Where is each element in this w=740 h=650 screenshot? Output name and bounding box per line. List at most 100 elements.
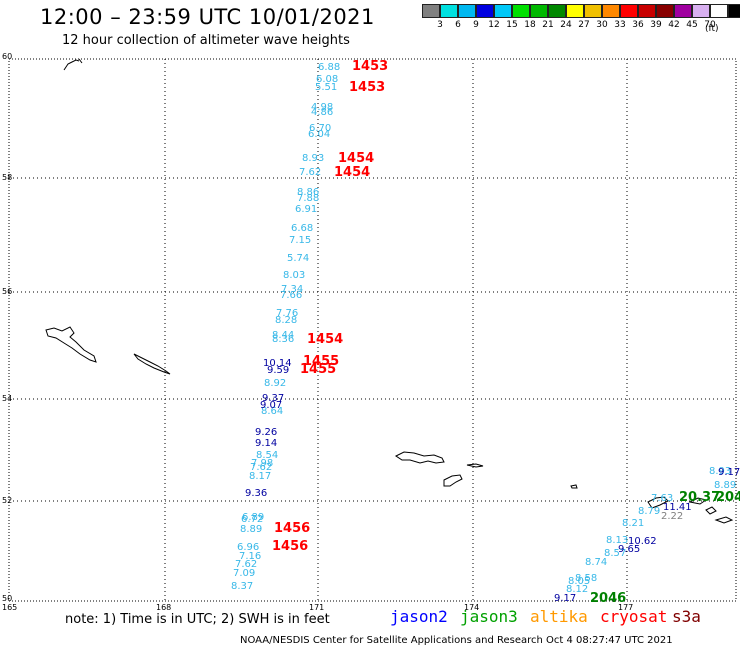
wave-label-jason3: 7.88 — [297, 193, 319, 204]
wave-label-jason3: 7.62 — [235, 559, 257, 570]
coastline-semichi-islands — [466, 463, 484, 468]
coastline-buldir-island — [570, 484, 578, 489]
wave-label-altika: 2046 — [590, 591, 626, 606]
wave-label-jason3: 7.63 — [651, 493, 673, 504]
wave-label-jason3: 7.66 — [280, 290, 302, 301]
wave-label-jason2: 11.41 — [663, 502, 692, 513]
color-scale-label: 24 — [560, 20, 572, 30]
wave-label-jason3: 8.03 — [283, 270, 305, 281]
color-scale-labels: 3 6 9 12 15 18 21 24 27 30 33 36 39 42 45 70 — [422, 18, 740, 32]
color-scale-box — [620, 4, 638, 18]
color-scale-box — [710, 4, 728, 18]
wave-label-jason3: 5.51 — [315, 82, 337, 93]
map-title: 12:00 – 23:59 UTC 10/01/2021 — [40, 5, 375, 29]
color-scale-label: 3 — [437, 20, 443, 30]
wave-label-cryosat: 1456 — [274, 521, 310, 536]
wave-label-jason3: 8.58 — [575, 573, 597, 584]
wave-label-jason2: 9.36 — [245, 488, 267, 499]
color-scale-box — [476, 4, 494, 18]
wave-label-jason3: 8.92 — [264, 378, 286, 389]
lat-label-58: 58 — [2, 173, 12, 182]
wave-label-jason3: 6.96 — [237, 542, 259, 553]
color-scale-box — [422, 4, 440, 18]
color-scale-box — [494, 4, 512, 18]
wave-label-jason2: 9.07 — [260, 400, 282, 411]
wave-label-jason3: 8.89 — [714, 480, 736, 491]
wave-label-jason3: 8.13 — [606, 535, 628, 546]
color-scale-label: 15 — [506, 20, 518, 30]
wave-label-jason3: 8.17 — [249, 471, 271, 482]
color-scale-box — [458, 4, 476, 18]
coastlines — [45, 58, 734, 524]
coastline-kamchatka — [63, 58, 83, 71]
color-scale-box — [638, 4, 656, 18]
legend-item-s3a: s3a — [672, 607, 701, 626]
wave-label-jason3: 8.79 — [638, 506, 660, 517]
wave-label-jason2: 9.37 — [262, 393, 284, 404]
color-scale-box — [602, 4, 620, 18]
lat-label-56: 56 — [2, 287, 12, 296]
wave-label-jason3: 6.08 — [316, 74, 338, 85]
wave-label-jason3: 7.34 — [281, 284, 303, 295]
wave-label-jason3: 8.89 — [240, 524, 262, 535]
wave-label-jason3: 7.98 — [251, 458, 273, 469]
wave-label-jason3: 7.76 — [276, 308, 298, 319]
wave-label-jason2: 10.62 — [628, 536, 657, 547]
wave-label-jason3: 8.36 — [272, 334, 294, 345]
lat-label-50: 50 — [2, 594, 12, 603]
wave-label-jason3: 6.91 — [295, 204, 317, 215]
lon-label-165: 165 — [2, 603, 17, 612]
wave-label-cryosat: 1454 — [334, 165, 370, 180]
map-frame — [8, 58, 737, 602]
color-scale-label: 9 — [473, 20, 479, 30]
wave-label-cryosat: 1456 — [272, 539, 308, 554]
wave-label-jason2: 9.14 — [255, 438, 277, 449]
wave-label-cryosat: 1455 — [300, 362, 336, 377]
wave-label-jason2: 10.14 — [263, 358, 292, 369]
wave-label-cryosat: 1453 — [352, 59, 388, 74]
axis-labels: 60 58 56 54 52 50 165 168 171 174 177 — [2, 52, 633, 612]
color-scale-label: 21 — [542, 20, 554, 30]
coastline-bering-island — [45, 326, 97, 363]
wave-label-jason3: 7.62 — [250, 462, 272, 473]
wave-label-jason2: 9.17 — [554, 593, 576, 604]
color-scale: 3 6 9 12 15 18 21 24 27 30 33 36 39 42 45 70 (ft) — [422, 4, 740, 34]
wave-label-jason3: 8.05 — [568, 576, 590, 587]
color-scale-label: 27 — [578, 20, 590, 30]
lon-label-177: 177 — [618, 603, 633, 612]
wave-label-jason3: 7.09 — [233, 568, 255, 579]
coastline-kiska-island — [647, 496, 669, 509]
wave-label-jason3: 8.54 — [256, 450, 278, 461]
wave-label-jason2: 9.59 — [267, 365, 289, 376]
color-scale-label: 30 — [596, 20, 608, 30]
wave-label-cryosat: 1454 — [338, 151, 374, 166]
color-scale-label: 39 — [650, 20, 662, 30]
map-subtitle: 12 hour collection of altimeter wave hei… — [62, 33, 350, 48]
color-scale-box — [548, 4, 566, 18]
lon-label-171: 171 — [309, 603, 324, 612]
color-scale-label: 45 — [686, 20, 698, 30]
legend-item-jason2: jason2 — [390, 607, 448, 626]
lat-label-52: 52 — [2, 496, 12, 505]
wave-label-jason3: 8.93 — [709, 466, 731, 477]
wave-label-altika: 204 — [716, 490, 740, 505]
coastline-rat-islands — [688, 497, 734, 524]
wave-label-jason3: 8.93 — [302, 153, 324, 164]
wave-label-jason3: 6.70 — [309, 123, 331, 134]
color-scale-box — [728, 4, 740, 18]
coastline-agattu-island — [443, 474, 463, 487]
wave-label-jason3: 4.86 — [311, 107, 333, 118]
legend-item-altika: altika — [530, 607, 588, 626]
wave-label-jason3: 8.21 — [622, 518, 644, 529]
color-scale-label: 18 — [524, 20, 536, 30]
wave-label-jason3: 7.15 — [289, 235, 311, 246]
footer-credit: NOAA/NESDIS Center for Satellite Applica… — [240, 635, 673, 646]
wave-label-jason3: 7.62 — [299, 167, 321, 178]
color-scale-boxes — [422, 4, 740, 18]
wave-label-jason3: 6.88 — [318, 62, 340, 73]
color-scale-box — [566, 4, 584, 18]
wave-label-jason3: 8.12 — [566, 584, 588, 595]
wave-label-jason3: 8.57 — [604, 548, 626, 559]
wave-label-jason3: 8.86 — [297, 187, 319, 198]
